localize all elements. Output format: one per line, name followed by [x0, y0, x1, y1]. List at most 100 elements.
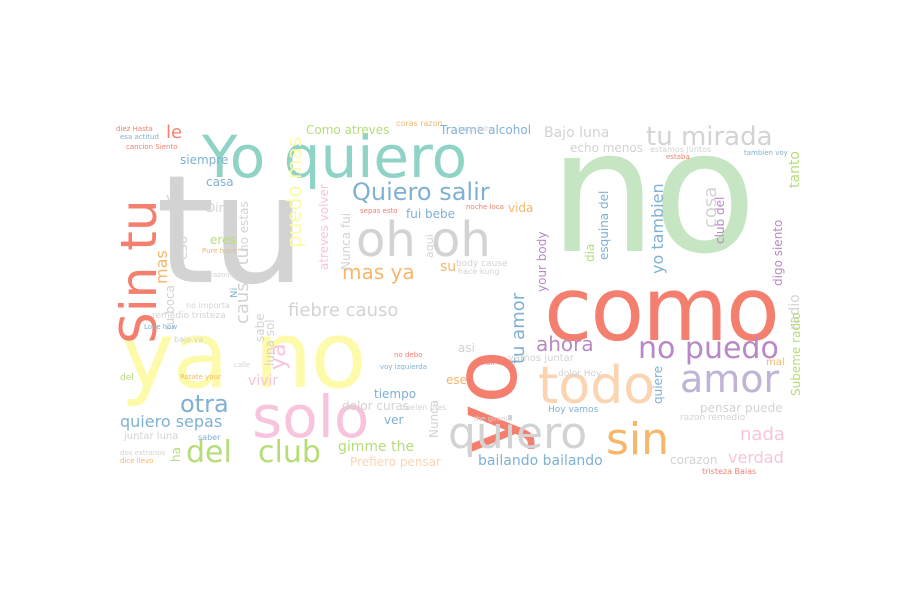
word-cloud-word: Ni: [229, 287, 240, 298]
word-cloud-word: amor: [680, 357, 780, 401]
word-cloud-word: body cause: [456, 259, 508, 269]
word-cloud-word: cancion Siento: [126, 143, 178, 151]
word-cloud-word: calle: [234, 361, 251, 369]
word-cloud-word: oh oh: [356, 212, 491, 268]
word-cloud-word: Nunca fui: [339, 212, 353, 270]
word-cloud-word: esa actitud: [120, 133, 159, 141]
word-cloud-word: vivir: [248, 373, 279, 389]
word-cloud-word: estamos juntos: [650, 145, 712, 154]
word-cloud-word: solo: [252, 383, 370, 451]
word-cloud-word: quiere: [651, 366, 665, 404]
word-cloud-word: fiebre causo: [288, 300, 399, 321]
word-cloud-word: sabe: [253, 313, 267, 342]
word-cloud-word: ese: [446, 373, 468, 387]
word-cloud-word: aqui: [423, 234, 436, 258]
word-cloud-word: no debo: [394, 351, 423, 359]
word-cloud-word: the gimme: [474, 415, 513, 423]
word-cloud-word: fui bebe: [406, 207, 455, 221]
word-cloud-word: tu: [156, 144, 306, 318]
word-cloud-word: del: [120, 373, 134, 383]
word-cloud-word: your body: [535, 231, 549, 292]
word-cloud: no tu como Yo quiero ya no yo Sin tu oh …: [112, 120, 802, 474]
word-cloud-word: Como atreves: [306, 123, 390, 137]
word-cloud-word: quiero sepas: [120, 412, 223, 431]
word-cloud-word: yo tambien: [648, 183, 667, 274]
word-cloud-word: del: [186, 435, 232, 470]
word-cloud-word: mas: [152, 250, 171, 284]
word-cloud-word: noche loca: [466, 203, 504, 211]
word-cloud-word: todo: [538, 356, 656, 416]
word-cloud-word: Yo quiero: [202, 123, 468, 191]
word-cloud-word: corazon consigo: [202, 271, 259, 279]
word-cloud-word: estaba: [666, 153, 690, 161]
word-cloud-word: como: [544, 258, 780, 361]
word-cloud-word: no puedo: [638, 331, 779, 366]
word-cloud-word: puedo mas: [282, 136, 306, 248]
word-cloud-word: Love how: [144, 323, 178, 331]
word-cloud-word: dice llevo: [120, 457, 154, 465]
word-cloud-word: hace kung: [458, 267, 500, 276]
word-cloud-word: eres: [210, 233, 236, 247]
word-cloud-word: Hoy vamos: [548, 405, 599, 415]
word-cloud-word: dolor curas: [342, 399, 410, 413]
word-cloud-word: dos extranos: [120, 449, 166, 457]
word-cloud-word: asi: [458, 341, 475, 355]
word-cloud-word: Prefiero pensar: [350, 455, 441, 469]
word-cloud-word: causo tu: [232, 247, 253, 324]
word-cloud-word: quiero: [448, 408, 588, 459]
word-cloud-word: Bajo luna: [544, 125, 610, 141]
word-cloud-word: vamos juntar: [508, 353, 574, 364]
word-cloud-word: ya no: [120, 302, 367, 409]
word-cloud-word: diez Hasta: [116, 125, 153, 133]
word-cloud-word: atreves volver: [317, 184, 331, 270]
word-cloud-word: otra: [180, 390, 229, 418]
word-cloud-word: Dime: [206, 201, 238, 215]
word-cloud-word: no importa: [186, 301, 230, 310]
word-cloud-word: club del: [713, 196, 727, 244]
word-cloud-word: siempre: [180, 153, 229, 167]
word-cloud-word: tu mirada: [646, 122, 773, 152]
word-cloud-word: ver: [384, 413, 404, 427]
word-cloud-word: Rotate your: [180, 373, 221, 381]
word-cloud-word: sepas esto: [360, 207, 398, 215]
word-cloud-word: corazon: [670, 453, 718, 467]
word-cloud-word: ha: [169, 447, 183, 462]
word-cloud-word: sin: [606, 414, 670, 465]
word-cloud-word: echo menos: [570, 141, 644, 155]
word-cloud-word: no estas: [237, 201, 251, 252]
word-cloud-word: on let: [486, 359, 506, 367]
word-cloud-word: bajo va: [174, 335, 204, 344]
word-cloud-word: saber: [198, 433, 221, 442]
word-cloud-word: remedio tristeza: [152, 311, 226, 321]
word-cloud-word: mas ya: [342, 260, 415, 284]
word-cloud-word: dolor Hoy: [558, 369, 602, 379]
word-cloud-word: le: [166, 122, 183, 143]
word-cloud-word: su: [440, 259, 457, 275]
word-cloud-word: juntar luna: [124, 431, 179, 442]
word-cloud-word: dia: [583, 243, 597, 262]
word-cloud-word: eso: [175, 235, 191, 260]
word-cloud-word: Quiero salir: [352, 178, 490, 206]
word-cloud-word: coras razon: [396, 120, 443, 128]
word-cloud-word: razon remedio: [680, 413, 746, 423]
word-cloud-word: Traeme alcohol: [440, 123, 532, 137]
word-cloud-word: bailando bailando: [478, 453, 603, 469]
word-cloud-word: tambien voy: [744, 149, 788, 157]
word-cloud-word: hace falta: [458, 125, 493, 133]
word-cloud-word: pensar puede: [700, 401, 783, 415]
word-cloud-word: nada: [740, 424, 785, 445]
word-cloud-word: voy izquierda: [380, 363, 428, 371]
word-cloud-word: mal: [766, 357, 785, 368]
word-cloud-word: vida: [508, 201, 534, 215]
word-cloud-word: esquina del: [597, 190, 611, 260]
word-cloud-word: digo siento: [771, 219, 785, 286]
word-cloud-word: club: [258, 435, 321, 470]
word-cloud-word: casa: [206, 175, 234, 189]
word-cloud-word: Subeme radio: [789, 312, 802, 396]
word-cloud-word: verdad: [728, 448, 784, 467]
word-cloud-word: gimme the: [338, 439, 415, 455]
word-cloud-word: Pure hace: [202, 247, 237, 255]
word-cloud-word: duelen pies: [400, 403, 447, 412]
word-cloud-word: ahora: [536, 332, 594, 356]
word-cloud-word: no: [549, 120, 757, 292]
